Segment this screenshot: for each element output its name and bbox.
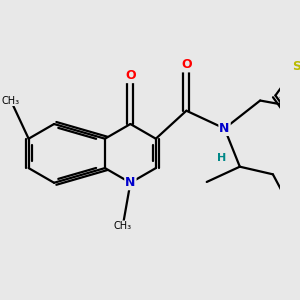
Text: N: N (125, 176, 136, 189)
Text: CH₃: CH₃ (2, 95, 20, 106)
Text: H: H (218, 153, 226, 163)
Text: N: N (219, 122, 230, 135)
Text: O: O (181, 58, 192, 71)
Text: CH₃: CH₃ (114, 221, 132, 231)
Text: O: O (125, 69, 136, 82)
Text: S: S (292, 60, 300, 73)
